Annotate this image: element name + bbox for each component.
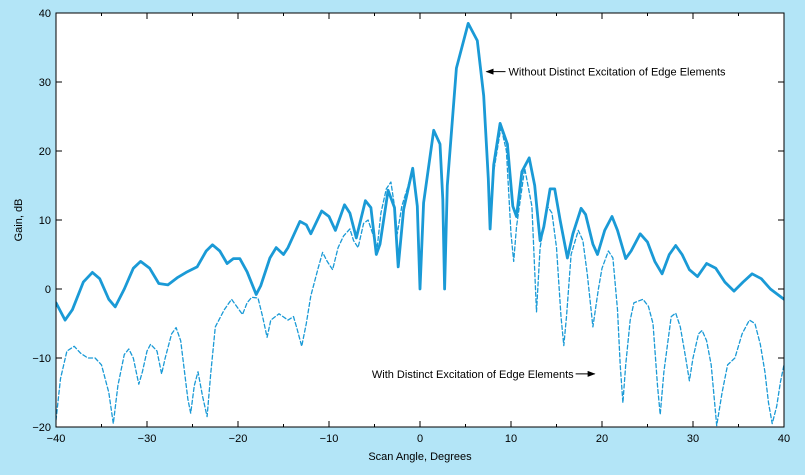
y-tick-label: −20 [32,422,51,434]
plot-frame [55,12,785,428]
x-axis-label: Scan Angle, Degrees [368,451,472,463]
plot-area [56,13,784,427]
x-tick-label: 40 [778,433,790,445]
y-tick-label: −10 [32,353,51,365]
annotation-label: Without Distinct Excitation of Edge Elem… [509,67,727,79]
y-tick-label: 40 [39,8,51,20]
x-tick-label: 20 [596,433,608,445]
annotation-label: With Distinct Excitation of Edge Element… [372,369,574,381]
x-tick-label: −40 [47,433,66,445]
y-axis-label: Gain, dB [13,199,25,242]
x-tick-label: 30 [687,433,699,445]
y-tick-label: 10 [39,215,51,227]
y-tick-label: 0 [45,284,51,296]
x-tick-label: −20 [229,433,248,445]
x-tick-label: 10 [505,433,517,445]
x-tick-label: −10 [320,433,339,445]
x-tick-label: 0 [417,433,423,445]
series-line-without-edge-excitation [56,22,784,322]
y-tick-label: 30 [39,77,51,89]
x-tick-label: −30 [138,433,157,445]
y-tick-label: 20 [39,146,51,158]
